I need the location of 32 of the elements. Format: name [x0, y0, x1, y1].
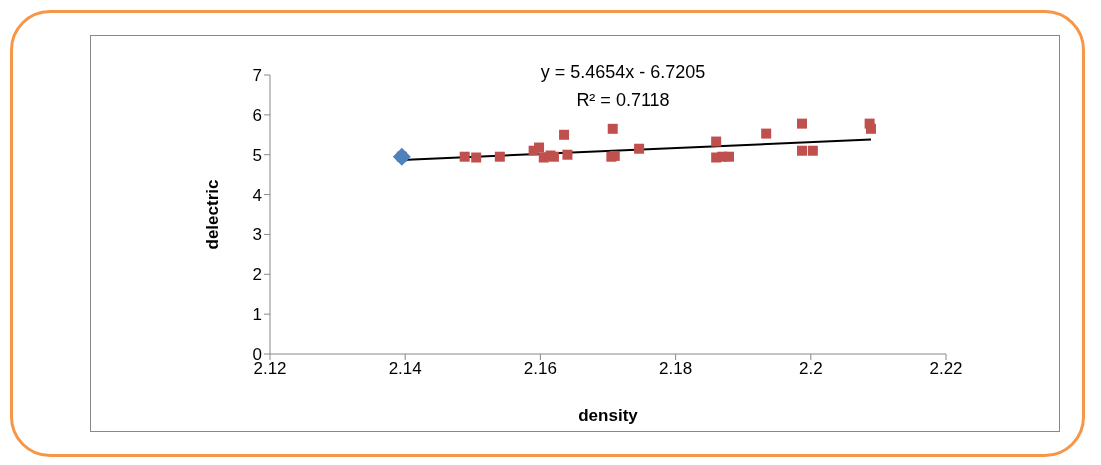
y-tick-label: 4 — [252, 185, 262, 205]
point — [471, 152, 482, 163]
point — [807, 145, 818, 156]
point — [761, 128, 772, 139]
point — [559, 129, 570, 140]
point — [797, 118, 808, 129]
point — [724, 151, 734, 162]
y-tick-label: 1 — [252, 305, 262, 325]
x-tick-label: 2.16 — [523, 359, 557, 379]
x-tick-label: 2.18 — [659, 359, 693, 379]
point — [634, 143, 645, 154]
x-axis-title: density — [578, 406, 639, 425]
annotation: y = 5.4654x - 6.7205 — [539, 62, 707, 83]
x-tick-label: 2.22 — [929, 359, 963, 379]
y-tick-label: 3 — [252, 225, 262, 245]
point — [494, 151, 505, 162]
point — [865, 123, 876, 134]
y-tick-label: 6 — [252, 105, 262, 125]
y-tick-label: 7 — [252, 66, 262, 86]
annotation: R² = 0.7118 — [575, 90, 671, 111]
y-tick-label: 5 — [252, 145, 262, 165]
point — [607, 123, 618, 134]
y-axis-title: delectric — [203, 179, 223, 250]
point — [392, 147, 411, 166]
point — [562, 149, 573, 160]
point — [534, 142, 545, 153]
point — [459, 151, 470, 162]
y-tick-label: 2 — [252, 265, 262, 285]
x-tick-label: 2.2 — [798, 359, 823, 379]
point — [797, 145, 808, 156]
point — [711, 136, 722, 147]
x-tick-label: 2.14 — [388, 359, 422, 379]
